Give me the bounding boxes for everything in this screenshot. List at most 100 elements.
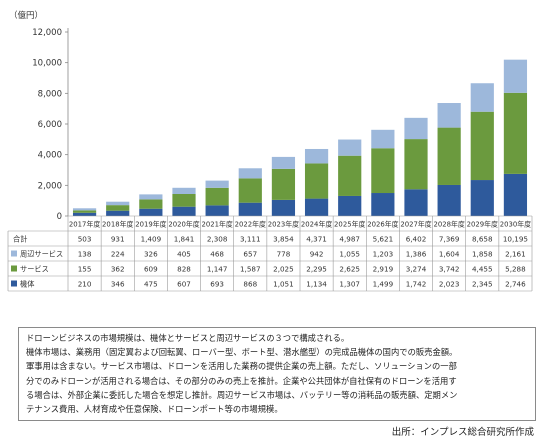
x-tick-label: 2023年度 [268, 220, 299, 229]
x-tick-label: 2027年度 [400, 220, 431, 229]
data-value-label: 2,295 [306, 265, 327, 274]
bar-segment [304, 198, 329, 216]
total-value-label: 1,409 [141, 235, 162, 244]
bar-segment [238, 168, 262, 179]
total-value-label: 8,658 [472, 235, 493, 244]
bar-segment [139, 194, 163, 200]
chart-bars [72, 59, 528, 216]
note-line: 機体市場は、業務用（固定翼および回転翼、ローバー型、ボート型、潜水艦型）の完成品… [26, 347, 458, 358]
legend-swatch [11, 250, 17, 257]
total-value-label: 2,308 [207, 235, 228, 244]
data-value-label: 155 [78, 265, 92, 274]
bar-segment [304, 148, 329, 164]
bar-segment [404, 189, 428, 216]
bar-segment [106, 210, 130, 216]
y-tick-label: 12,000 [32, 28, 62, 38]
total-value-label: 6,402 [406, 235, 427, 244]
total-value-label: 3,854 [273, 235, 294, 244]
data-value-label: 2,625 [339, 265, 360, 274]
data-value-label: 5,288 [505, 265, 526, 274]
data-value-label: 942 [310, 250, 324, 259]
data-value-label: 2,025 [273, 265, 294, 274]
data-value-label: 1,134 [306, 280, 327, 289]
data-value-label: 346 [111, 280, 125, 289]
data-value-label: 1,742 [406, 280, 427, 289]
data-value-label: 326 [144, 250, 158, 259]
x-tick-label: 2018年度 [102, 220, 133, 229]
x-tick-label: 2017年度 [69, 220, 100, 229]
data-value-label: 3,742 [439, 265, 460, 274]
data-value-label: 1,147 [207, 265, 228, 274]
total-value-label: 10,195 [503, 235, 528, 244]
data-value-label: 1,055 [339, 250, 360, 259]
x-tick-label: 2019年度 [135, 220, 166, 229]
note-line: 分でのみドローンが活用される場合は、その部分のみの売上を推計。企業や公共団体が自… [26, 375, 457, 386]
data-value-label: 609 [144, 265, 158, 274]
total-value-label: 931 [111, 235, 125, 244]
bar-segment [371, 193, 395, 216]
data-value-label: 1,587 [240, 265, 261, 274]
total-value-label: 1,841 [174, 235, 195, 244]
market-size-chart: （億円） 0 2,000 4,000 6,000 8,000 10,000 12,000 20… [7, 10, 533, 292]
bar-segment [72, 212, 97, 216]
bar-segment [437, 184, 461, 216]
bar-segment [304, 163, 329, 199]
legend-label: 周辺サービス [20, 250, 63, 259]
bar-segment [470, 111, 494, 181]
bar-segment [503, 92, 528, 174]
data-value-label: 224 [111, 250, 125, 259]
data-value-label: 1,499 [373, 280, 394, 289]
y-tick-label: 8,000 [38, 89, 62, 99]
bar-segment [371, 148, 395, 194]
bar-segment [139, 199, 163, 209]
bar-segment [72, 210, 97, 213]
bar-segment [371, 129, 395, 149]
total-value-label: 503 [78, 235, 92, 244]
bar-segment [470, 83, 494, 112]
data-value-label: 210 [78, 280, 92, 289]
y-tick-label: 10,000 [32, 59, 62, 69]
data-value-label: 4,455 [472, 265, 493, 274]
bar-segment [404, 139, 428, 190]
bar-segment [172, 206, 196, 216]
legend-label: 機体 [20, 280, 34, 289]
x-tick-label: 2024年度 [301, 220, 332, 229]
notes-box: ドローンビジネスの市場規模は、機体とサービスと周辺サービスの３つで構成される。 … [18, 327, 536, 421]
data-value-label: 468 [210, 250, 224, 259]
y-tick-label: 4,000 [38, 151, 62, 161]
bar-segment [205, 180, 229, 188]
data-value-label: 2,746 [505, 280, 526, 289]
bar-segment [338, 139, 362, 156]
source-credit: 出所：インプレス総合研究所作成 [391, 427, 534, 438]
bar-segment [271, 168, 296, 200]
bar-segment [338, 195, 362, 216]
legend-swatch [11, 265, 17, 272]
bar-segment [72, 208, 97, 211]
data-value-label: 693 [210, 280, 224, 289]
total-value-label: 4,987 [339, 235, 360, 244]
y-tick-label: 0 [57, 212, 62, 222]
note-line: ドローンビジネスの市場規模は、機体とサービスと周辺サービスの３つで構成される。 [26, 333, 350, 343]
y-unit-label: （億円） [9, 10, 43, 21]
data-value-label: 2,919 [373, 265, 394, 274]
bar-segment [470, 180, 494, 216]
data-table: 2017年度 2018年度 2019年度 2020年度 2021年度 2022年度 2023… [7, 215, 533, 292]
bar-segment [172, 193, 196, 207]
bar-segment [437, 127, 461, 185]
data-value-label: 1,203 [373, 250, 394, 259]
x-tick-label: 2021年度 [201, 220, 232, 229]
x-tick-label: 2026年度 [367, 220, 398, 229]
x-tick-label: 2029年度 [467, 220, 498, 229]
chart-axes: （億円） 0 2,000 4,000 6,000 8,000 10,000 12,000 [9, 10, 69, 222]
bar-segment [172, 187, 196, 194]
data-value-label: 1,386 [406, 250, 427, 259]
data-value-label: 2,345 [472, 280, 493, 289]
total-value-label: 3,111 [240, 235, 261, 244]
data-value-label: 778 [277, 250, 291, 259]
bar-segment [271, 199, 296, 216]
bar-segment [106, 201, 130, 206]
bar-segment [205, 205, 229, 216]
x-tick-label: 2025年度 [334, 220, 365, 229]
data-value-label: 1,858 [472, 250, 493, 259]
x-tick-label: 2030年度 [500, 220, 531, 229]
